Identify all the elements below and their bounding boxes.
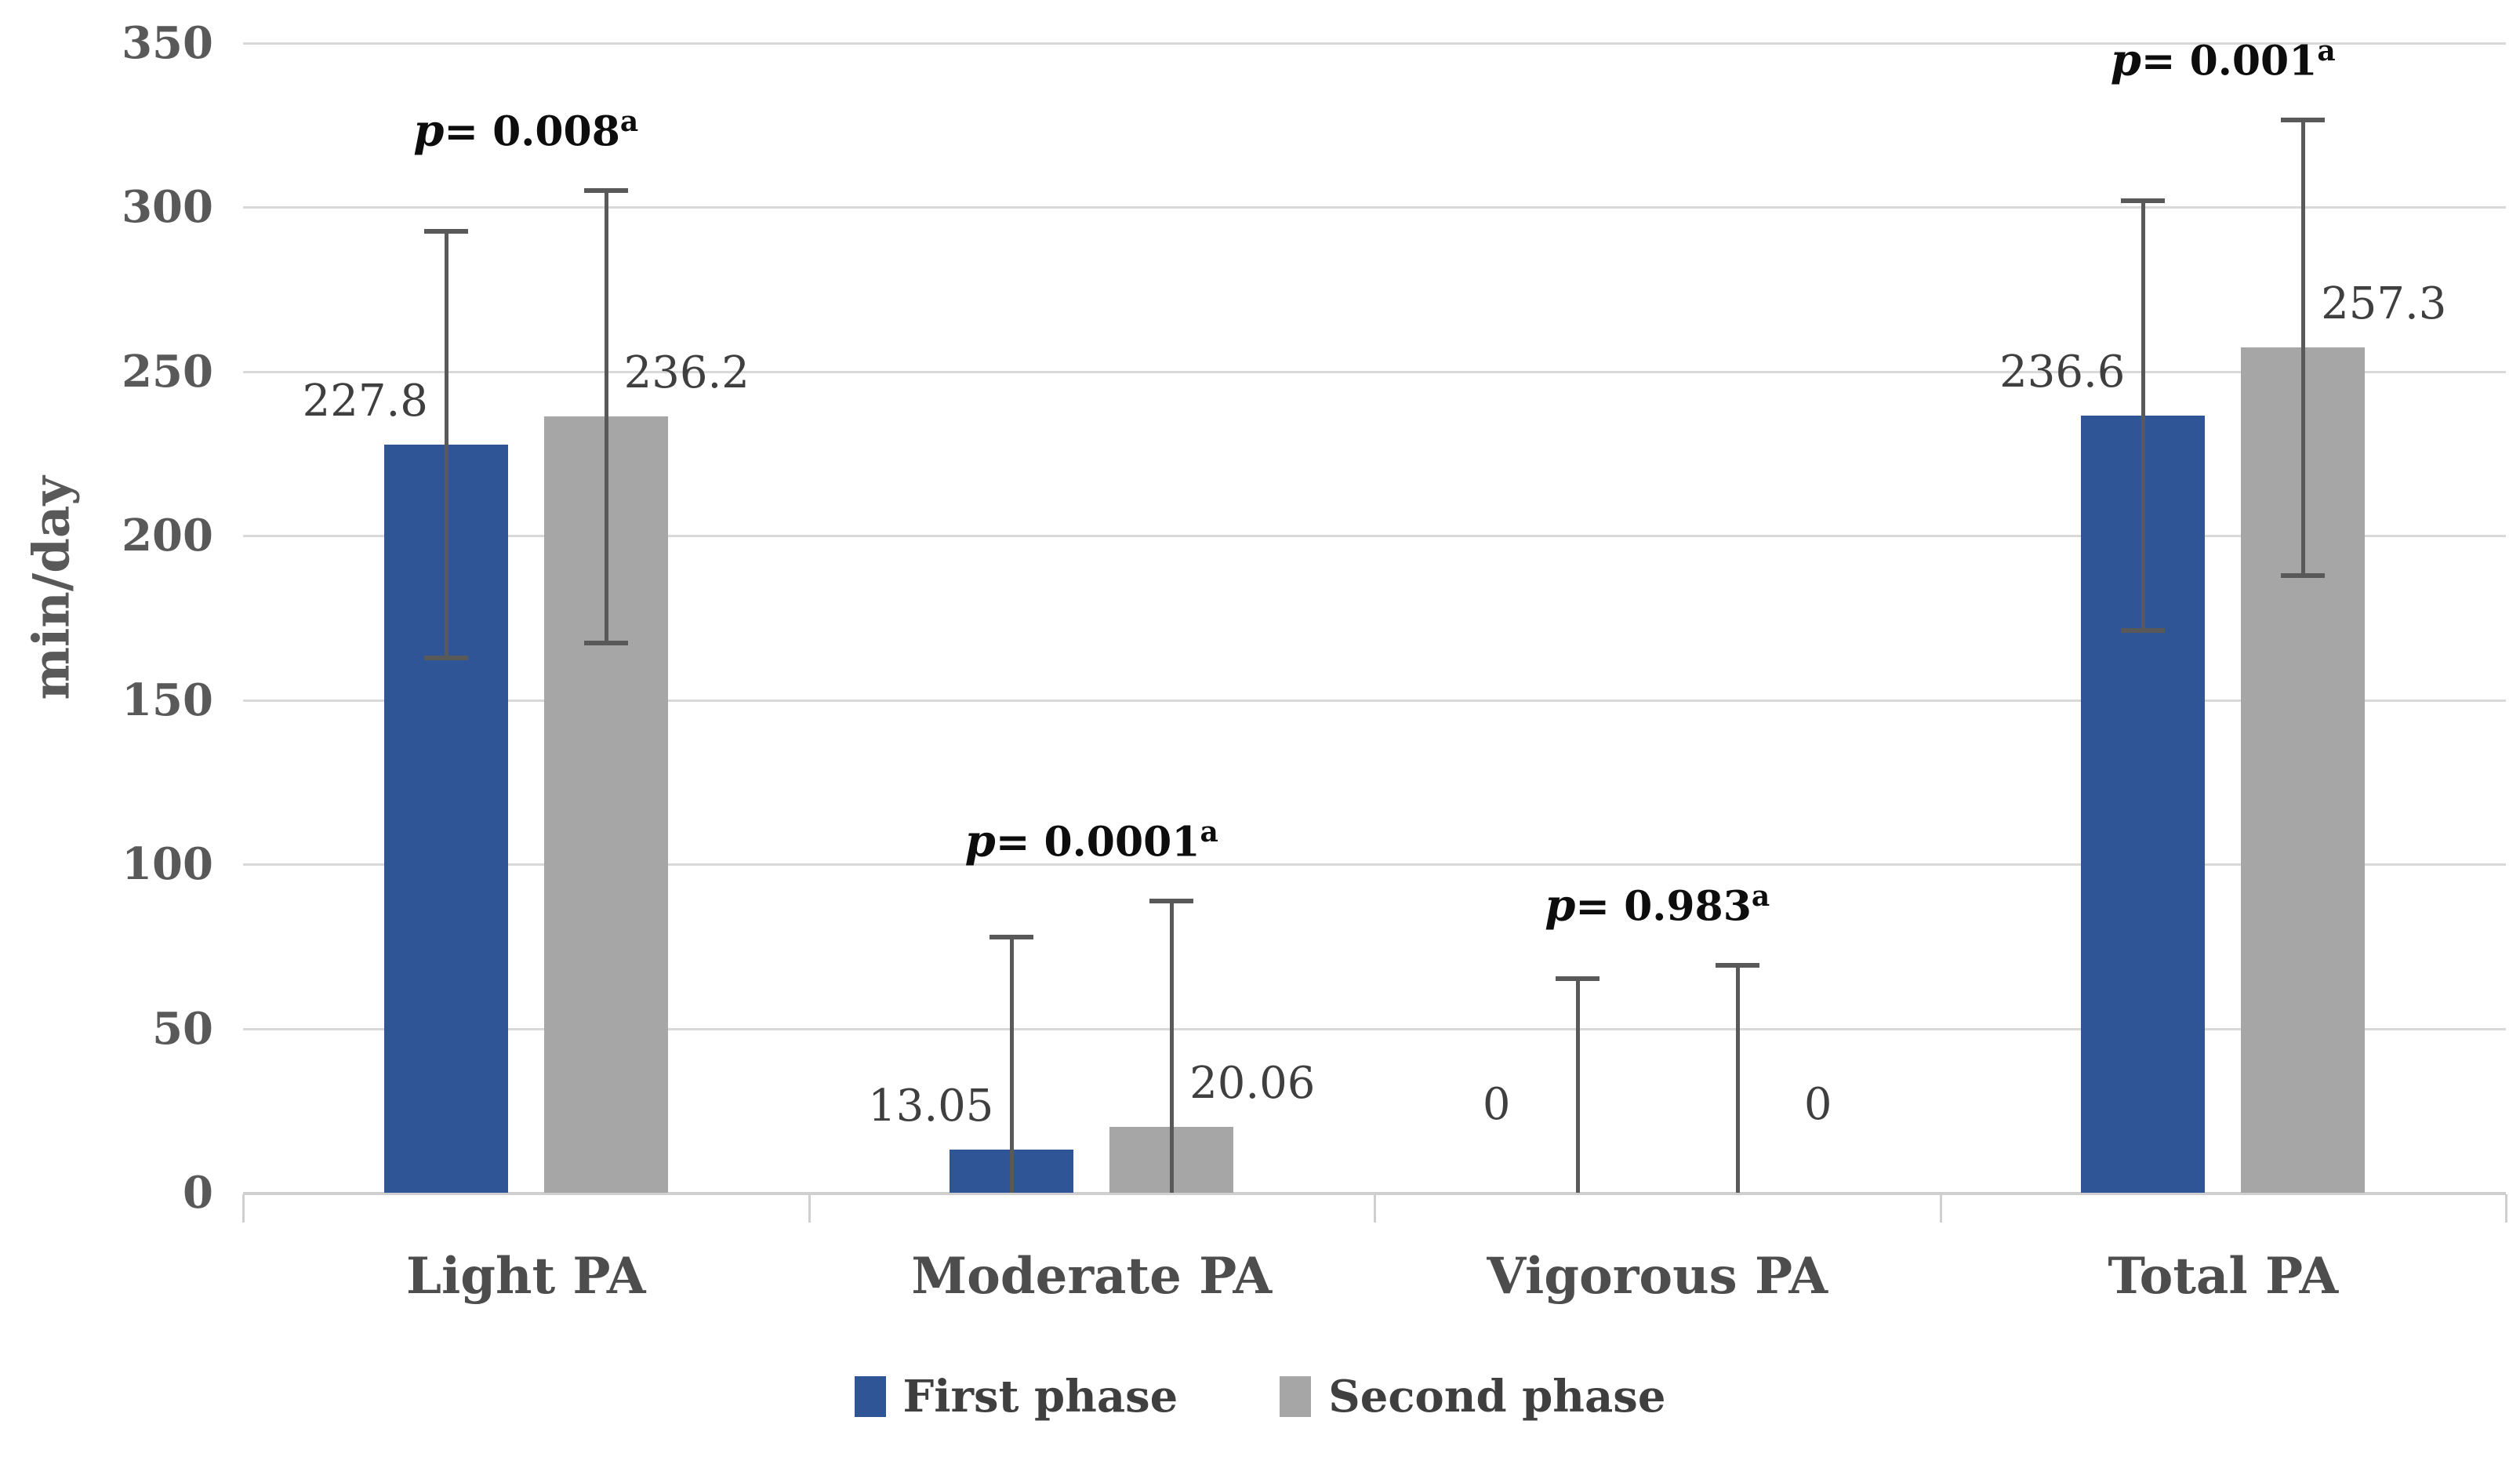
x-axis-line [243, 1192, 2506, 1195]
error-bar-first-phase-total-pa-line [2141, 200, 2146, 631]
y-tick-label-0: 0 [183, 1167, 213, 1219]
legend-item-second-phase: Second phase [1280, 1371, 1665, 1422]
value-label-first-phase-light-pa: 227.8 [302, 375, 428, 427]
x-axis-tick-0 [242, 1194, 245, 1223]
y-tick-label-200: 200 [122, 510, 213, 561]
error-bar-first-phase-moderate-pa-cap-top [989, 934, 1034, 939]
gridline-250 [243, 370, 2506, 373]
p-value-superscript: a [1200, 815, 1218, 848]
error-bar-first-phase-vigorous-pa-cap-top [1555, 976, 1600, 981]
legend-label-first-phase: First phase [902, 1371, 1178, 1422]
legend-item-first-phase: First phase [854, 1371, 1178, 1422]
legend-label-second-phase: Second phase [1328, 1371, 1666, 1422]
category-label-light-pa: Light PA [405, 1247, 646, 1306]
p-value-annotation-vigorous-pa: p= 0.983a [1407, 870, 1908, 932]
p-value-annotation-total-pa: p= 0.001a [1972, 25, 2474, 87]
error-bar-second-phase-light-pa-cap-top [583, 188, 628, 194]
error-bar-second-phase-vigorous-pa-line [1735, 964, 1740, 1193]
gridline-200 [243, 535, 2506, 537]
p-value-annotation-moderate-pa: p= 0.0001a [841, 806, 1342, 868]
p-value-superscript: a [2317, 34, 2336, 67]
error-bar-first-phase-vigorous-pa-line [1575, 977, 1580, 1193]
error-bar-second-phase-total-pa-line [2301, 118, 2306, 576]
y-tick-label-100: 100 [122, 838, 213, 890]
error-bar-first-phase-light-pa-cap-top [423, 229, 468, 234]
value-label-second-phase-moderate-pa: 20.06 [1189, 1057, 1316, 1109]
p-symbol: p [1545, 879, 1576, 932]
error-bar-second-phase-moderate-pa-line [1170, 899, 1175, 1193]
error-bar-second-phase-light-pa-line [604, 190, 608, 644]
x-axis-tick-4 [2505, 1194, 2507, 1223]
p-symbol: p [413, 104, 445, 157]
category-label-moderate-pa: Moderate PA [911, 1247, 1273, 1306]
error-bar-second-phase-total-pa-cap-bottom [2281, 573, 2326, 579]
x-axis-tick-1 [808, 1194, 811, 1223]
error-bar-first-phase-moderate-pa-line [1010, 936, 1015, 1193]
y-tick-label-150: 150 [122, 674, 213, 726]
gridline-350 [243, 42, 2506, 45]
p-value-text: = 0.983 [1575, 882, 1752, 931]
legend-marker-second-phase [1280, 1376, 1312, 1417]
p-symbol: p [2110, 34, 2141, 86]
p-symbol: p [964, 814, 996, 867]
error-bar-first-phase-light-pa-line [444, 231, 448, 658]
p-value-text: = 0.0001 [995, 817, 1200, 866]
value-label-first-phase-vigorous-pa: 0 [1482, 1079, 1511, 1130]
value-label-second-phase-vigorous-pa: 0 [1803, 1079, 1832, 1130]
error-bar-second-phase-light-pa-cap-bottom [583, 641, 628, 646]
y-axis-title: min/day [22, 476, 82, 700]
p-value-annotation-light-pa: p= 0.008a [275, 96, 777, 158]
category-label-vigorous-pa: Vigorous PA [1487, 1247, 1828, 1306]
x-axis-tick-3 [1939, 1194, 1942, 1223]
category-label-total-pa: Total PA [2108, 1247, 2339, 1306]
gridline-100 [243, 863, 2506, 866]
p-value-superscript: a [619, 105, 639, 139]
legend: First phase Second phase [0, 1371, 2520, 1422]
error-bar-first-phase-light-pa-cap-bottom [423, 655, 468, 660]
x-axis-tick-2 [1374, 1194, 1376, 1223]
y-tick-label-50: 50 [152, 1002, 213, 1055]
error-bar-second-phase-moderate-pa-cap-top [1149, 898, 1194, 903]
gridline-150 [243, 699, 2506, 702]
legend-marker-first-phase [854, 1376, 886, 1417]
value-label-first-phase-total-pa: 236.6 [1999, 346, 2126, 398]
gridline-50 [243, 1027, 2506, 1030]
value-label-second-phase-total-pa: 257.3 [2321, 278, 2447, 329]
gridline-300 [243, 206, 2506, 209]
error-bar-second-phase-vigorous-pa-cap-top [1715, 962, 1759, 968]
value-label-second-phase-light-pa: 236.2 [623, 347, 750, 399]
error-bar-second-phase-total-pa-cap-top [2281, 117, 2326, 122]
y-tick-label-300: 300 [122, 181, 213, 233]
error-bar-first-phase-total-pa-cap-top [2121, 198, 2166, 204]
p-value-text: = 0.008 [444, 107, 620, 156]
p-value-superscript: a [1751, 879, 1770, 913]
error-bar-first-phase-total-pa-cap-bottom [2121, 628, 2166, 634]
p-value-text: = 0.001 [2141, 37, 2318, 85]
y-tick-label-250: 250 [122, 345, 213, 398]
value-label-first-phase-moderate-pa: 13.05 [868, 1081, 994, 1132]
y-tick-label-350: 350 [122, 16, 213, 69]
